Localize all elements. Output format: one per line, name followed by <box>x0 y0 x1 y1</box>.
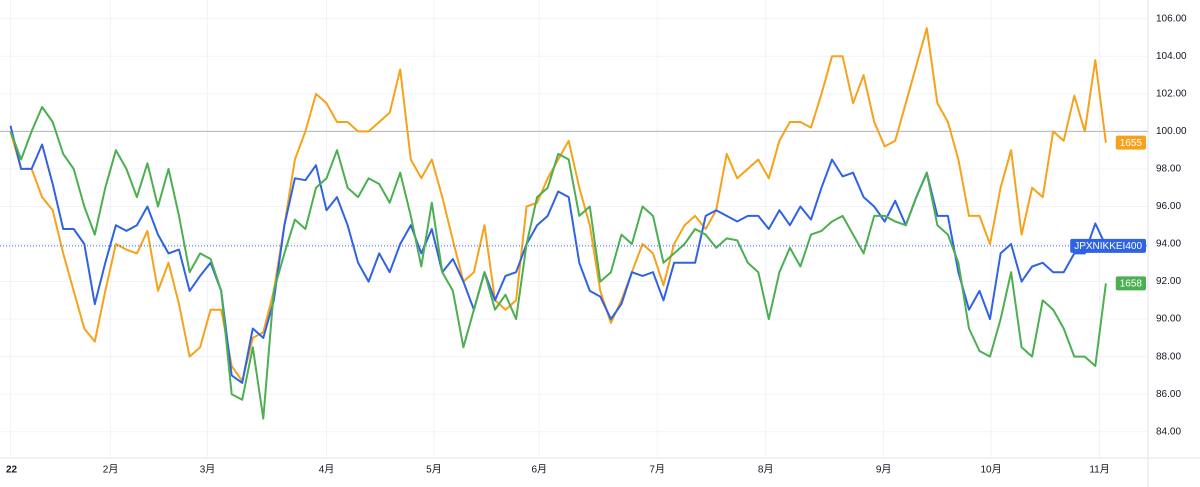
x-tick-label: 5月 <box>426 464 442 476</box>
x-tick-label: 10月 <box>981 464 1002 476</box>
label-box <box>1115 135 1146 150</box>
x-tick-label: 8月 <box>758 464 774 476</box>
series-name: 1655 <box>1120 138 1143 149</box>
y-tick-label: 106.00 <box>1156 13 1187 24</box>
series-end-label: JPXNIKKEI400 <box>1070 238 1146 253</box>
series-line <box>9 106 1107 420</box>
x-tick-label: 22 <box>6 465 18 476</box>
y-tick-label: 88.00 <box>1156 351 1181 362</box>
label-box <box>1070 238 1146 253</box>
x-tick-label: 6月 <box>531 464 547 476</box>
y-tick-label: 90.00 <box>1156 314 1181 325</box>
series-end-label: 1658 <box>1115 276 1146 291</box>
series-name: 1658 <box>1120 279 1143 290</box>
x-tick-label: 3月 <box>200 464 216 476</box>
y-tick-label: 102.00 <box>1156 88 1187 99</box>
y-tick-label: 96.00 <box>1156 201 1181 212</box>
x-tick-label: 2月 <box>103 464 119 476</box>
series-line <box>9 27 1107 382</box>
y-tick-label: 104.00 <box>1156 51 1187 62</box>
series-end-label: 1655 <box>1115 135 1146 150</box>
y-tick-label: 94.00 <box>1156 239 1181 250</box>
x-tick-label: 9月 <box>876 464 892 476</box>
x-tick-label: 7月 <box>649 464 665 476</box>
label-box <box>1115 276 1146 291</box>
series-name: JPXNIKKEI400 <box>1074 241 1142 252</box>
y-tick-label: 98.00 <box>1156 164 1181 175</box>
y-tick-label: 100.00 <box>1156 126 1187 137</box>
x-tick-label: 4月 <box>319 464 335 476</box>
x-tick-label: 11月 <box>1089 464 1109 476</box>
y-tick-label: 92.00 <box>1156 276 1181 287</box>
y-tick-label: 86.00 <box>1156 389 1181 400</box>
y-tick-label: 84.00 <box>1156 426 1181 437</box>
